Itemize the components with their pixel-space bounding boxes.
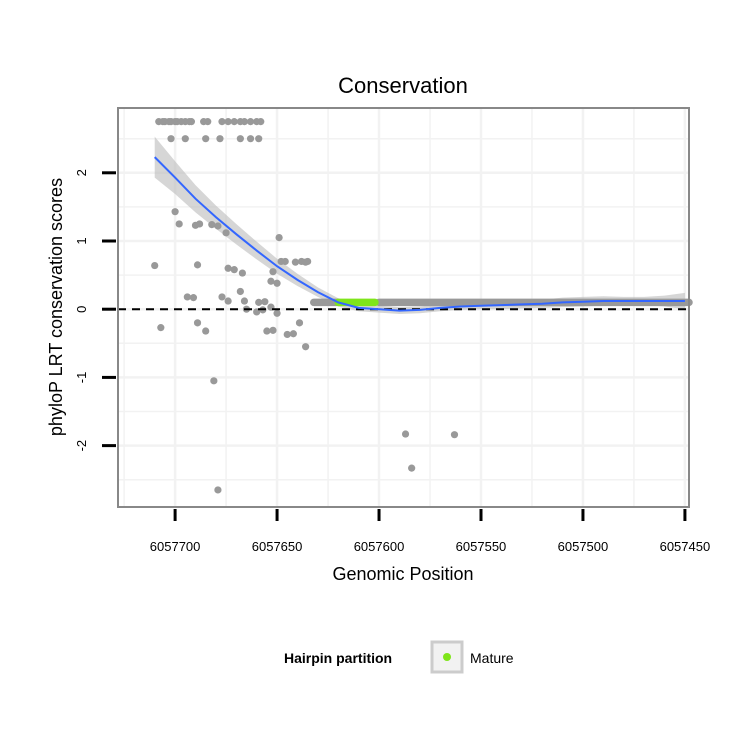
- data-point-other: [151, 261, 159, 270]
- data-point-other: [202, 135, 210, 143]
- data-point-other: [222, 229, 230, 237]
- data-point-other: [193, 261, 202, 269]
- data-point-other: [267, 277, 275, 285]
- data-point-other: [255, 135, 263, 143]
- data-point-other: [450, 431, 459, 439]
- legend-key-mature: [443, 653, 451, 661]
- x-tick-label: 6057450: [660, 539, 711, 554]
- data-point-other: [183, 293, 191, 301]
- data-point-other: [189, 294, 198, 302]
- data-point-other: [273, 309, 281, 317]
- data-point-other: [238, 269, 246, 277]
- data-point-other: [230, 118, 238, 126]
- data-point-other: [246, 135, 255, 143]
- x-tick-label: 6057500: [558, 539, 609, 554]
- data-point-other: [273, 279, 281, 287]
- data-point-other: [269, 268, 277, 276]
- data-point-other: [195, 220, 204, 228]
- data-point-other: [269, 326, 277, 334]
- legend: Hairpin partition Mature: [284, 640, 514, 674]
- data-point-other: [230, 266, 238, 274]
- y-tick-label: 1: [74, 237, 89, 244]
- data-point-other: [214, 486, 222, 494]
- data-point-other: [275, 233, 283, 242]
- x-tick-label: 6057650: [252, 539, 303, 554]
- data-point-other: [193, 319, 202, 327]
- data-point-other: [204, 118, 212, 126]
- data-point-other: [187, 118, 196, 126]
- data-point-other: [236, 135, 244, 143]
- data-point-other: [236, 287, 244, 296]
- data-point-other: [210, 377, 218, 385]
- x-tick-label: 6057550: [456, 539, 507, 554]
- points-layer: [151, 118, 693, 494]
- data-point-other: [224, 264, 232, 272]
- y-tick-label: 2: [74, 169, 89, 176]
- data-point-other: [257, 118, 265, 126]
- chart-title: Conservation: [338, 73, 468, 98]
- data-point-other: [304, 257, 312, 266]
- x-axis-label: Genomic Position: [332, 564, 473, 584]
- smooth-line-layer: [153, 156, 685, 312]
- y-tick-label: -2: [74, 440, 89, 452]
- data-point-other: [291, 258, 300, 266]
- data-point-other: [167, 135, 175, 143]
- data-point-other: [283, 330, 291, 339]
- data-point-other: [255, 298, 263, 306]
- panel-border: [117, 107, 690, 508]
- data-point-other: [289, 330, 297, 338]
- confidence-ribbon-layer: [154, 136, 685, 314]
- data-point-other: [216, 135, 224, 143]
- data-point-other: [281, 257, 289, 266]
- data-point-other: [224, 297, 232, 305]
- x-tick-label: 6057700: [150, 539, 201, 554]
- data-point-other: [224, 118, 232, 126]
- data-point-other: [202, 327, 210, 335]
- data-point-other: [261, 298, 269, 306]
- data-point-other: [218, 293, 226, 301]
- data-point-other: [171, 208, 179, 216]
- data-point-other: [175, 220, 183, 228]
- data-point-other: [157, 324, 165, 332]
- smooth-line: [153, 156, 685, 312]
- x-tick-label: 6057600: [354, 539, 405, 554]
- data-point-other: [214, 222, 222, 230]
- data-point-other: [408, 464, 416, 472]
- confidence-ribbon: [154, 136, 685, 314]
- data-point-other: [181, 135, 189, 143]
- data-point-other: [240, 297, 249, 305]
- y-axis-label: phyloP LRT conservation scores: [46, 178, 66, 436]
- axes-layer: 6057700 6057650 6057600 6057550 6057500 60574…: [74, 169, 710, 554]
- data-point-other: [246, 118, 255, 126]
- data-point-other: [401, 430, 410, 438]
- data-point-other: [295, 319, 304, 327]
- y-tick-label: 0: [74, 306, 89, 313]
- legend-entry-mature: Mature: [470, 650, 514, 666]
- data-point-other: [263, 327, 271, 335]
- y-tick-label: -1: [74, 372, 89, 384]
- legend-title: Hairpin partition: [284, 650, 392, 666]
- data-point-other: [302, 343, 310, 351]
- data-point-other: [240, 118, 249, 126]
- data-point-other: [208, 221, 216, 229]
- data-point-other: [218, 118, 226, 126]
